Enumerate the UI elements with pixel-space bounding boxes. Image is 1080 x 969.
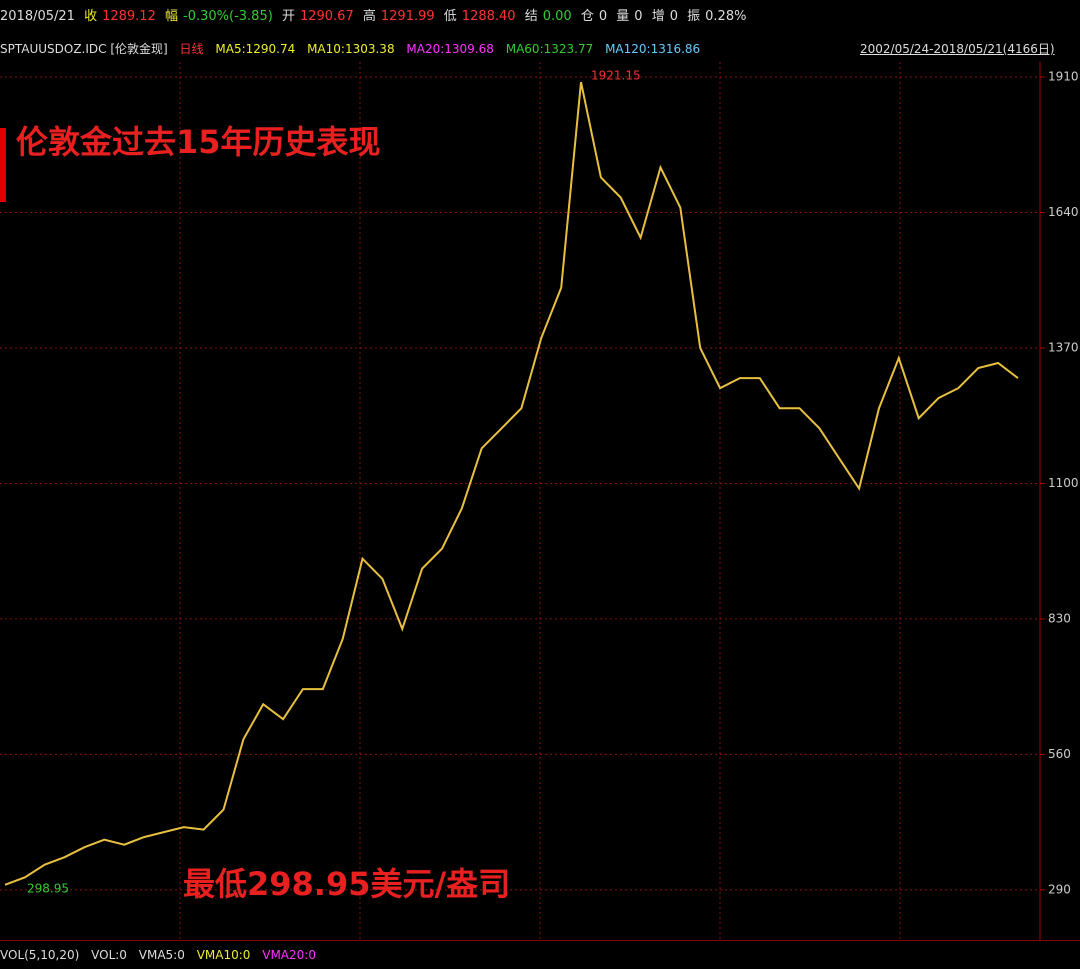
title-marker — [0, 128, 6, 202]
y-tick-label: 290 — [1048, 882, 1071, 896]
volume-bar: VOL(5,10,20) VOL:0 VMA5:0 VMA10:0 VMA20:… — [0, 940, 1080, 969]
value: 0 — [598, 9, 608, 24]
chart-subtitle: 最低298.95美元/盎司 — [183, 865, 510, 903]
value: 0 — [669, 9, 678, 24]
label: 仓 — [580, 9, 594, 24]
y-tick-label: 1910 — [1048, 70, 1079, 84]
chart: 290 560 830 1100 1370 1640 1910 1921.15 298.95 伦敦… — [0, 62, 1080, 940]
y-tick-label: 560 — [1048, 747, 1071, 761]
value: 0.00 — [542, 9, 572, 24]
value: 0.28% — [705, 9, 747, 24]
label: 增 — [651, 9, 665, 24]
label: 结 — [524, 9, 538, 24]
v-grid — [179, 62, 901, 940]
label: 高 — [362, 9, 376, 24]
chart-title: 伦敦金过去15年历史表现 — [16, 123, 381, 161]
value: 1290.67 — [299, 9, 354, 24]
high-label: 1921.15 — [591, 69, 641, 83]
low-label: 298.95 — [27, 881, 69, 895]
value: 1291.99 — [380, 9, 435, 24]
label: 幅 — [165, 9, 179, 24]
value: -0.30%(-3.85) — [183, 9, 273, 24]
indicator-bar: SPTAUUSDOZ.IDC [伦敦金现] 日线 MA5:1290.74 MA1… — [0, 36, 1080, 62]
ma: MA20:1309.68 — [406, 42, 494, 56]
label: 收 — [84, 9, 98, 24]
value: 0 — [634, 9, 643, 24]
symbol: SPTAUUSDOZ.IDC [伦敦金现] — [0, 42, 168, 56]
period: 日线 — [179, 42, 204, 56]
date-range[interactable]: 2002/05/24-2018/05/21(4166日) — [860, 42, 1055, 56]
label: 低 — [443, 9, 457, 24]
vol: VMA10:0 — [196, 948, 251, 962]
vol: VOL:0 — [91, 948, 127, 962]
value: 1289.12 — [102, 9, 156, 24]
y-tick-label: 830 — [1048, 611, 1071, 625]
label: 量 — [616, 9, 630, 24]
y-tick-label: 1640 — [1048, 205, 1079, 219]
ma: MA5:1290.74 — [215, 42, 296, 56]
price-line — [4, 81, 1019, 886]
ma: MA120:1316.86 — [605, 42, 701, 56]
ma: MA60:1323.77 — [505, 42, 594, 56]
vol: VMA5:0 — [138, 948, 185, 962]
quote-bar: 2018/05/21 收 1289.12 幅 -0.30%(-3.85) 开 1290… — [0, 0, 1080, 34]
value: 1288.40 — [461, 9, 516, 24]
label: 振 — [687, 9, 701, 24]
label: 开 — [281, 9, 295, 24]
y-tick-label: 1370 — [1048, 340, 1079, 354]
vol: VOL(5,10,20) — [0, 948, 80, 962]
ma: MA10:1303.38 — [307, 42, 395, 56]
y-tick-label: 1100 — [1048, 476, 1079, 490]
date: 2018/05/21 — [0, 9, 75, 24]
vol: VMA20:0 — [262, 948, 316, 962]
